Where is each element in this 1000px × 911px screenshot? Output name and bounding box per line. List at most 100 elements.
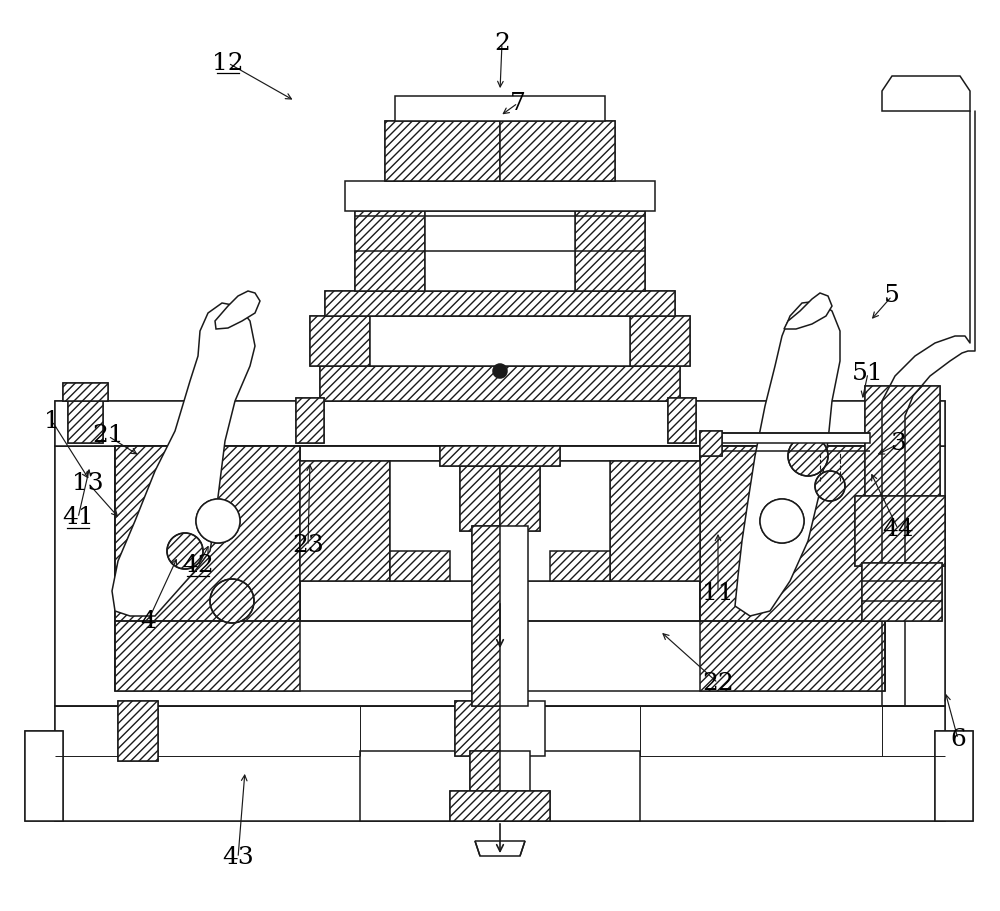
Text: 51: 51 xyxy=(852,362,884,384)
Bar xyxy=(855,496,945,566)
Text: 44: 44 xyxy=(882,517,914,540)
Bar xyxy=(472,526,500,706)
Bar xyxy=(470,751,500,821)
Text: 21: 21 xyxy=(92,425,124,447)
Bar xyxy=(862,563,942,621)
Circle shape xyxy=(196,499,240,543)
Circle shape xyxy=(167,533,203,569)
Polygon shape xyxy=(882,76,970,111)
Bar xyxy=(470,751,530,821)
Bar xyxy=(25,731,63,821)
Text: 13: 13 xyxy=(72,472,104,495)
Bar xyxy=(500,121,615,181)
Bar xyxy=(55,446,945,706)
Text: 22: 22 xyxy=(702,671,734,694)
Text: 7: 7 xyxy=(510,91,526,115)
Bar xyxy=(385,121,615,181)
Bar xyxy=(370,316,630,366)
Bar xyxy=(550,551,610,581)
Bar xyxy=(300,446,700,621)
Bar xyxy=(325,291,675,316)
Bar xyxy=(63,383,108,401)
Bar xyxy=(310,316,370,366)
Text: 23: 23 xyxy=(292,535,324,558)
Bar xyxy=(55,401,945,446)
Polygon shape xyxy=(215,291,260,329)
Bar xyxy=(55,446,945,706)
Bar xyxy=(700,446,885,621)
Polygon shape xyxy=(784,293,832,329)
Bar xyxy=(118,701,158,761)
Bar xyxy=(865,386,940,501)
Bar xyxy=(68,393,103,443)
Bar xyxy=(455,701,500,756)
Circle shape xyxy=(760,499,804,543)
Text: 5: 5 xyxy=(884,284,900,308)
Bar xyxy=(55,401,945,446)
Text: 4: 4 xyxy=(140,609,156,632)
Bar xyxy=(355,211,645,291)
Bar xyxy=(575,211,645,291)
Bar xyxy=(935,731,973,821)
Circle shape xyxy=(210,579,254,623)
Bar xyxy=(450,791,550,821)
Bar xyxy=(855,496,945,566)
Text: 1: 1 xyxy=(44,410,60,433)
Polygon shape xyxy=(112,303,255,616)
Bar xyxy=(668,398,696,443)
Bar xyxy=(610,461,700,581)
Bar xyxy=(310,316,690,366)
Text: 12: 12 xyxy=(212,52,244,75)
Bar xyxy=(118,701,158,761)
Text: 2: 2 xyxy=(494,32,510,55)
Text: 42: 42 xyxy=(182,555,214,578)
Bar xyxy=(700,431,722,456)
Bar xyxy=(320,366,680,401)
Bar xyxy=(25,731,63,821)
Bar xyxy=(700,433,870,443)
Bar xyxy=(630,316,690,366)
Bar xyxy=(115,446,300,691)
Bar xyxy=(55,706,945,821)
Bar xyxy=(865,386,940,501)
Bar xyxy=(862,563,942,621)
Text: 43: 43 xyxy=(222,846,254,869)
Bar xyxy=(455,701,545,756)
Circle shape xyxy=(760,499,804,543)
Bar xyxy=(450,791,550,821)
Bar xyxy=(68,393,103,443)
Bar xyxy=(395,96,605,121)
Bar xyxy=(390,461,610,581)
Bar xyxy=(320,366,680,401)
Text: 41: 41 xyxy=(62,507,94,529)
Text: 6: 6 xyxy=(950,728,966,751)
Bar xyxy=(345,181,655,211)
Bar xyxy=(460,466,540,531)
Bar xyxy=(472,526,528,706)
Bar xyxy=(115,446,885,691)
Bar xyxy=(440,446,560,466)
Polygon shape xyxy=(735,301,840,616)
Bar xyxy=(115,446,300,621)
Circle shape xyxy=(196,499,240,543)
Bar xyxy=(300,461,700,581)
Polygon shape xyxy=(475,841,525,856)
Bar xyxy=(935,731,973,821)
Bar xyxy=(300,461,390,581)
Bar xyxy=(296,398,324,443)
Bar xyxy=(296,398,324,443)
Text: 3: 3 xyxy=(890,433,906,456)
Bar xyxy=(390,551,450,581)
Bar xyxy=(325,291,675,316)
Bar xyxy=(668,398,696,443)
Bar xyxy=(440,446,560,466)
Bar xyxy=(355,211,425,291)
Circle shape xyxy=(788,436,828,476)
Bar xyxy=(460,466,500,531)
Bar xyxy=(700,431,722,456)
Bar xyxy=(500,466,540,531)
Bar xyxy=(425,211,575,291)
Circle shape xyxy=(493,364,507,378)
Text: 11: 11 xyxy=(702,581,734,605)
Bar xyxy=(385,121,500,181)
